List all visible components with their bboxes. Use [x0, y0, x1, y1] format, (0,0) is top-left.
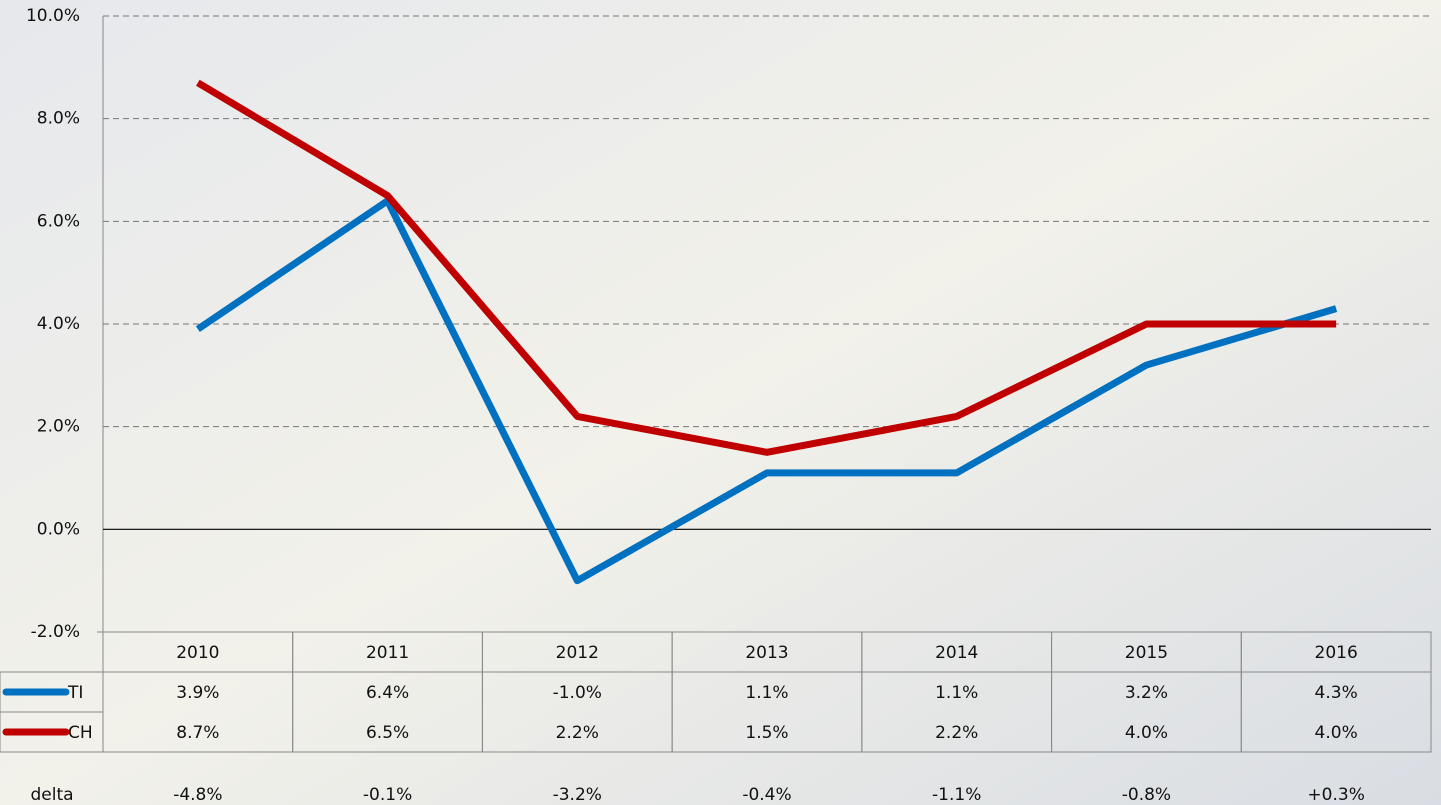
delta-value: +0.3%: [1307, 785, 1364, 805]
table-value: 6.5%: [366, 723, 409, 743]
x-tick-label: 2012: [556, 643, 599, 663]
delta-value: -0.4%: [742, 785, 791, 805]
x-tick-label: 2013: [745, 643, 788, 663]
x-tick-label: 2010: [176, 643, 219, 663]
delta-value: -1.1%: [932, 785, 981, 805]
y-tick-label: -2.0%: [31, 622, 80, 642]
table-value: 1.5%: [745, 723, 788, 743]
table-value: 2.2%: [556, 723, 599, 743]
table-value: 2.2%: [935, 723, 978, 743]
table-value: 4.0%: [1125, 723, 1168, 743]
table-value: 3.2%: [1125, 683, 1168, 703]
delta-value: -4.8%: [173, 785, 222, 805]
chart: -2.0% 0.0% 2.0% 4.0% 6.0% 8.0% 10.0% 2010 2011 20…: [0, 0, 1441, 805]
y-tick-label: 8.0%: [37, 109, 80, 129]
y-tick-label: 2.0%: [37, 417, 80, 437]
x-tick-label: 2011: [366, 643, 409, 663]
legend-label: CH: [68, 723, 93, 743]
table-value: -1.0%: [553, 683, 602, 703]
table-value: 4.0%: [1315, 723, 1358, 743]
delta-value: -0.8%: [1122, 785, 1171, 805]
table-value: 1.1%: [745, 683, 788, 703]
legend-label: TI: [67, 683, 83, 703]
y-tick-label: 4.0%: [37, 314, 80, 334]
x-tick-label: 2015: [1125, 643, 1168, 663]
x-tick-label: 2016: [1315, 643, 1358, 663]
delta-value: -3.2%: [553, 785, 602, 805]
table-value: 3.9%: [176, 683, 219, 703]
table-value: 6.4%: [366, 683, 409, 703]
delta-value: -0.1%: [363, 785, 412, 805]
table-value: 8.7%: [176, 723, 219, 743]
y-tick-label: 0.0%: [37, 519, 80, 539]
table-value: 1.1%: [935, 683, 978, 703]
table-value: 4.3%: [1315, 683, 1358, 703]
y-tick-label: 6.0%: [37, 211, 80, 231]
y-tick-label: 10.0%: [26, 6, 80, 26]
delta-label: delta: [30, 785, 73, 805]
x-tick-label: 2014: [935, 643, 978, 663]
